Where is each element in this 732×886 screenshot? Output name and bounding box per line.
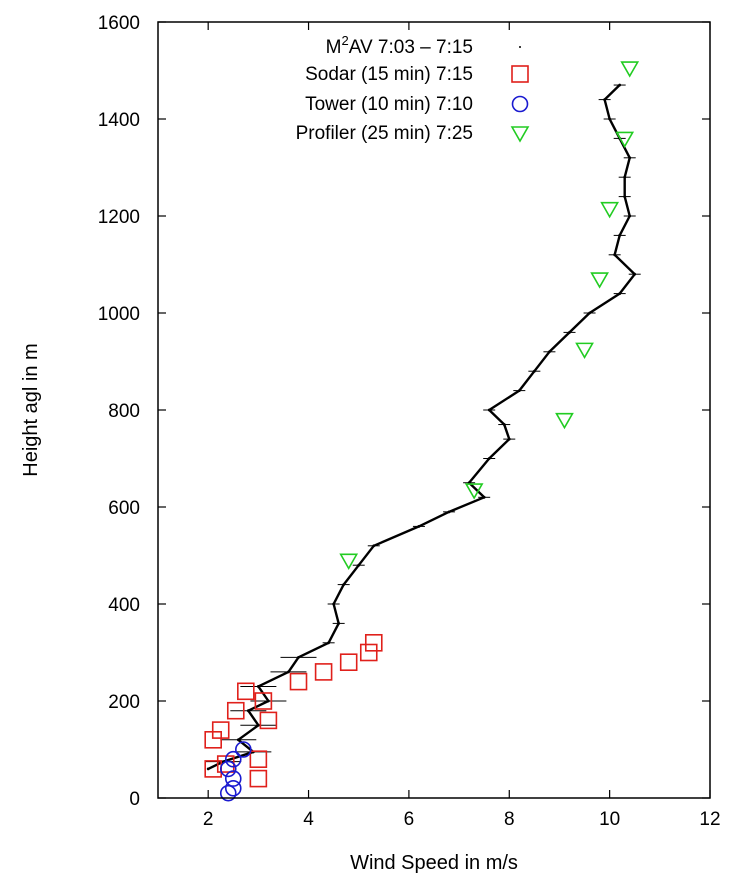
y-tick-label: 800 bbox=[108, 401, 140, 422]
series-profiler-point bbox=[620, 61, 640, 78]
series-m2av-point bbox=[206, 767, 210, 771]
series-sodar-point bbox=[289, 672, 308, 691]
series-sodar-point bbox=[211, 721, 230, 739]
series-sodar-point bbox=[339, 653, 358, 672]
y-tick-label: 1200 bbox=[98, 207, 140, 228]
y-axis-ticks: 0 200 400 600 800 1000 1200 1400 1600 bbox=[98, 13, 710, 810]
series-sodar-point bbox=[364, 633, 383, 652]
series-m2av-line bbox=[207, 84, 636, 770]
legend-label-m2av: M2AV 7:03 – 7:15 bbox=[326, 33, 473, 58]
series-tower-point bbox=[235, 741, 252, 758]
series-profiler-point bbox=[464, 483, 484, 500]
x-tick-label: 12 bbox=[699, 809, 720, 830]
plot-area bbox=[204, 61, 641, 802]
series-profiler-point bbox=[555, 412, 574, 430]
series-sodar-point bbox=[314, 663, 333, 681]
y-tick-label: 1400 bbox=[98, 110, 140, 131]
series-sodar-point bbox=[249, 750, 268, 769]
legend-label-sodar: Sodar (15 min) 7:15 bbox=[305, 64, 473, 85]
legend-label-profiler: Profiler (25 min) 7:25 bbox=[296, 123, 473, 144]
series-profiler bbox=[339, 61, 640, 570]
series-profiler-point bbox=[600, 201, 620, 219]
x-tick-label: 2 bbox=[203, 809, 214, 830]
x-tick-label: 6 bbox=[404, 809, 415, 830]
series-m2av bbox=[205, 83, 641, 771]
series-profiler-point bbox=[339, 553, 359, 570]
series-tower-point bbox=[219, 760, 237, 778]
legend-marker-m2av bbox=[519, 46, 521, 48]
x-tick-label: 10 bbox=[599, 809, 620, 830]
x-tick-label: 4 bbox=[303, 809, 314, 830]
series-sodar-point bbox=[254, 692, 273, 710]
y-tick-label: 600 bbox=[108, 498, 140, 519]
x-tick-label: 8 bbox=[504, 809, 515, 830]
legend-marker-tower bbox=[511, 95, 529, 113]
series-sodar-point bbox=[237, 682, 255, 701]
series-tower-point bbox=[224, 750, 242, 768]
legend-marker-sodar bbox=[511, 65, 529, 83]
legend-label-tower: Tower (10 min) 7:10 bbox=[305, 94, 473, 115]
series-sodar-point bbox=[359, 643, 378, 662]
series-sodar-point bbox=[226, 701, 245, 720]
series-tower-point bbox=[224, 779, 242, 797]
y-tick-label: 1600 bbox=[98, 13, 140, 34]
series-sodar-point bbox=[259, 711, 278, 730]
x-axis-label: Wind Speed in m/s bbox=[350, 852, 518, 874]
series-profiler-point bbox=[615, 131, 635, 149]
series-profiler-point bbox=[590, 272, 609, 289]
y-tick-label: 0 bbox=[129, 789, 140, 810]
y-tick-label: 1000 bbox=[98, 304, 140, 325]
y-tick-label: 200 bbox=[108, 692, 140, 713]
x-axis-ticks: 2 4 6 8 10 12 bbox=[203, 22, 721, 830]
y-axis-label: Height agl in m bbox=[20, 343, 42, 476]
legend-marker-profiler bbox=[510, 126, 530, 143]
series-tower-point bbox=[224, 770, 242, 787]
legend: M2AV 7:03 – 7:15 Sodar (15 min) 7:15 Tow… bbox=[296, 33, 530, 144]
series-tower-point bbox=[219, 784, 237, 802]
series-profiler-point bbox=[575, 342, 594, 359]
y-tick-label: 400 bbox=[108, 595, 140, 616]
series-sodar-point bbox=[249, 769, 268, 788]
series-tower bbox=[219, 741, 252, 802]
